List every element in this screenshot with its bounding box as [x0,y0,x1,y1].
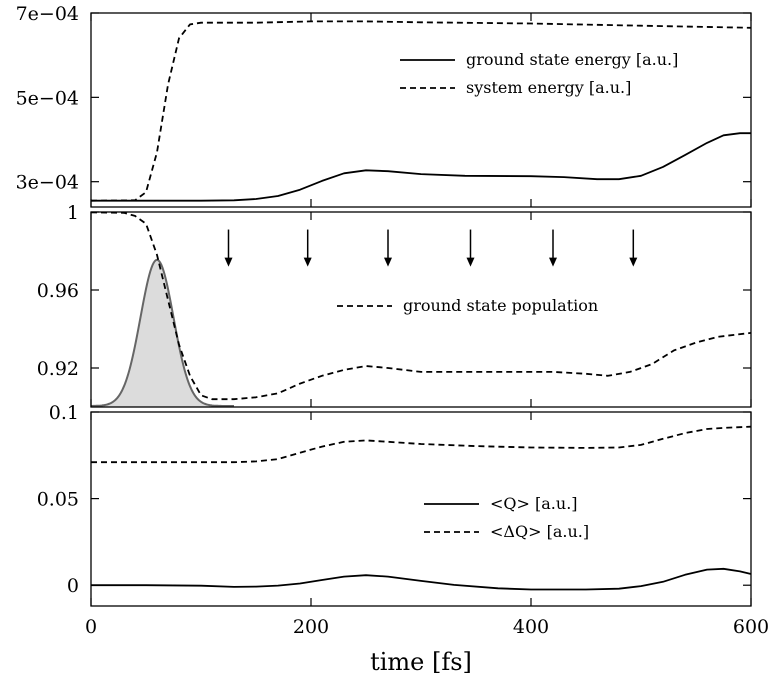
series-line-energy-0 [91,132,751,202]
legend-label-population-0: ground state population [403,296,598,315]
panel-frame-position [90,411,752,607]
series-line-position-1 [91,425,752,464]
series-line-energy-1 [90,20,752,202]
pulse-outline [91,258,234,407]
legend-label-position-1: <ΔQ> [a.u.] [490,522,589,541]
legend-label-energy-1: system energy [a.u.] [466,78,631,97]
y-tick-label-position-2: 0.1 [49,402,79,424]
legend-label-position-0: <Q> [a.u.] [490,494,578,513]
series-line-position-0 [91,567,752,591]
y-tick-label-position-0: 0 [67,575,79,597]
arrow-head-4 [549,257,557,267]
arrow-head-1 [303,257,312,267]
y-tick-label-population-0: 0.92 [37,358,79,380]
arrow-head-3 [466,257,475,267]
pulse-area [91,259,234,407]
x-tick-label-0: 0 [85,616,97,638]
y-tick-label-energy-2: 7e−04 [16,3,79,25]
x-tick-label-1: 200 [293,616,329,638]
arrow-head-0 [224,257,233,267]
arrow-head-2 [384,257,392,267]
y-tick-label-position-1: 0.05 [37,489,79,511]
panel-frame-population [90,211,752,408]
y-tick-label-energy-0: 3e−04 [16,172,79,194]
x-tick-label-3: 600 [733,616,769,638]
x-axis-title: time [fs] [370,648,472,676]
panel-frame-energy [90,12,752,208]
x-tick-label-2: 400 [513,616,549,638]
series-line-population-0 [90,211,752,401]
y-tick-label-population-1: 0.96 [37,280,79,302]
y-tick-label-energy-1: 5e−04 [16,87,79,109]
y-tick-label-population-2: 1 [67,202,79,224]
legend-label-energy-0: ground state energy [a.u.] [466,50,678,69]
arrow-head-5 [629,257,638,267]
